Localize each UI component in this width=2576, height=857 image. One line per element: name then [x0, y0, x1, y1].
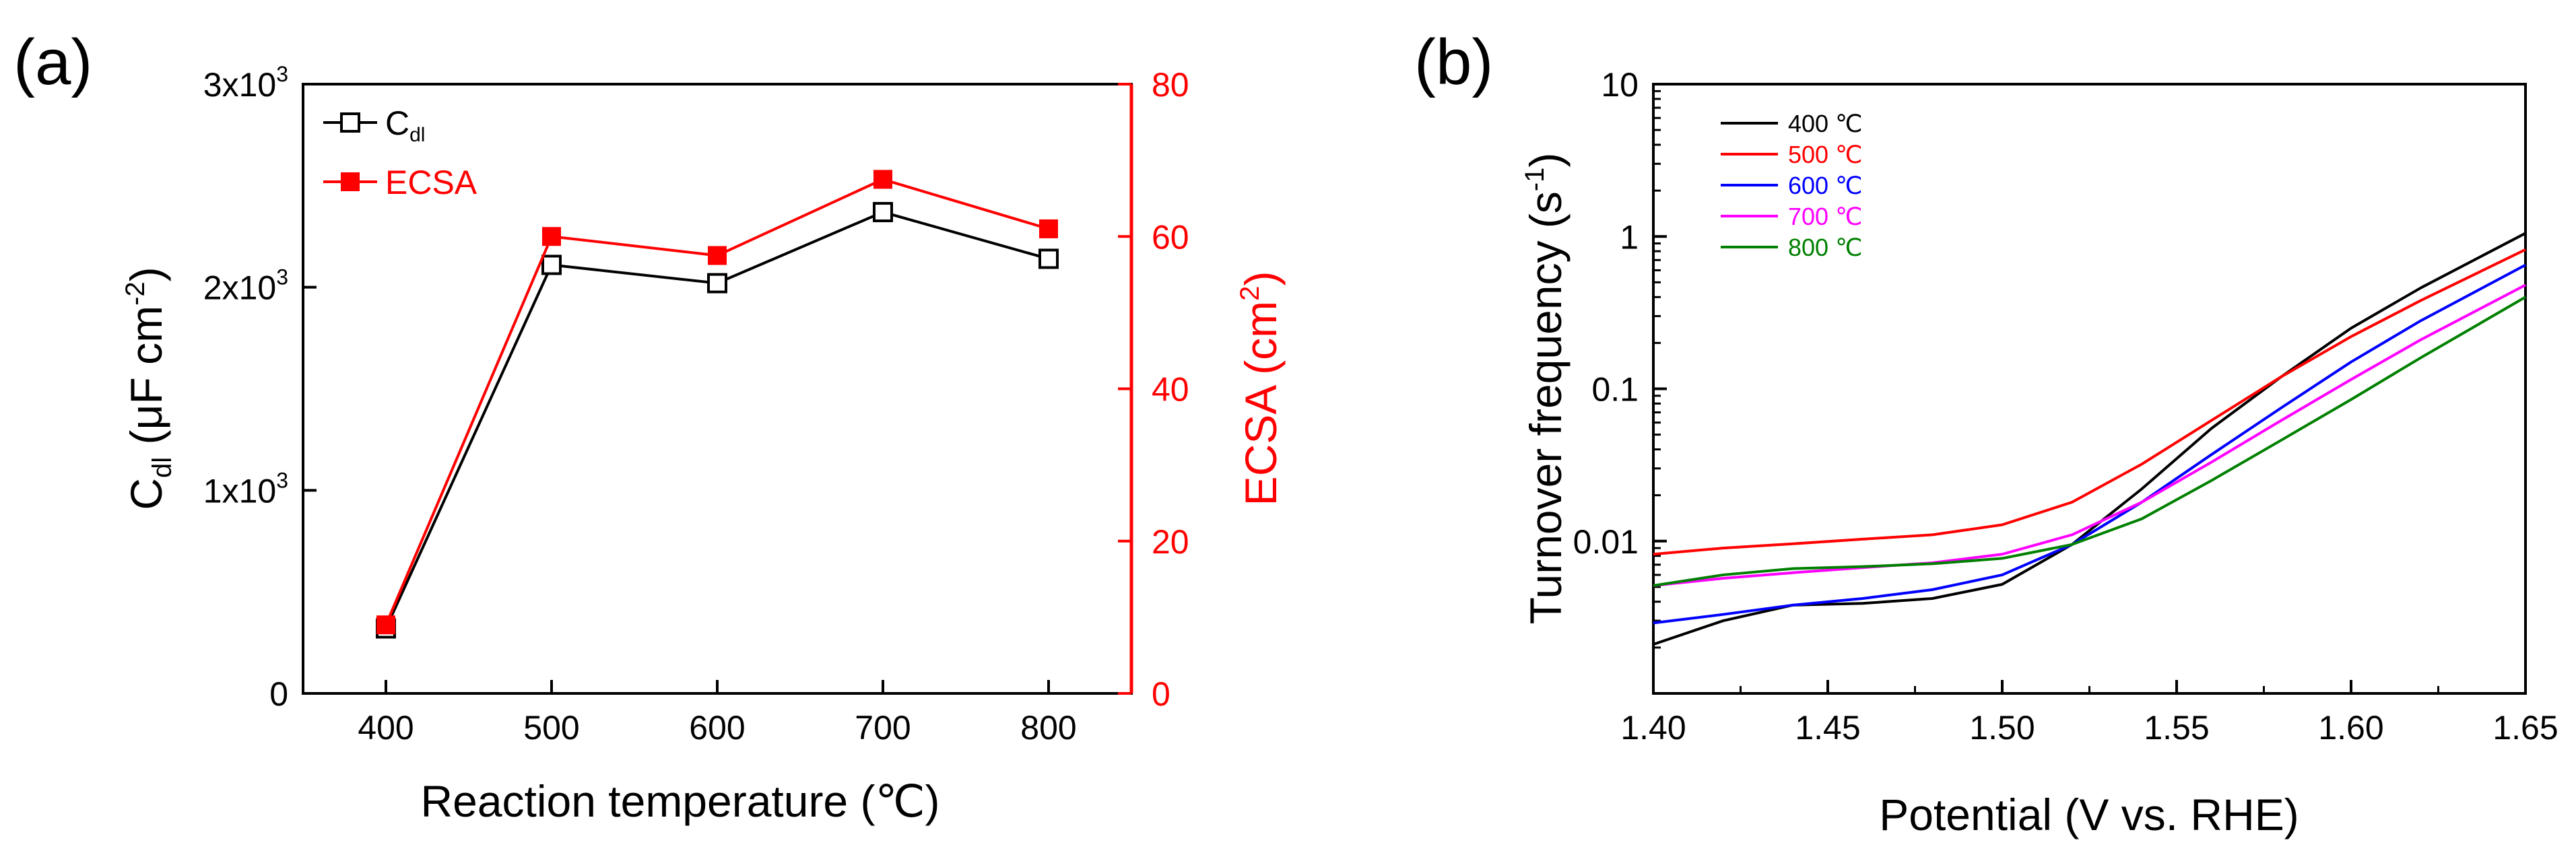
panel-b-frame — [1652, 83, 2527, 695]
x-tick-label: 700 — [855, 709, 911, 747]
x-tick-label: 800 — [1020, 709, 1076, 747]
x-tick-label: 1.40 — [1620, 709, 1686, 747]
x-tick-label: 1.50 — [1969, 709, 2035, 747]
panel-a-right-ticks: 0 20 40 60 80 — [1118, 66, 1189, 713]
series-line — [1653, 232, 2526, 646]
panel-a-label: (a) — [13, 26, 92, 98]
data-point — [542, 227, 561, 246]
series-line — [1653, 296, 2527, 587]
panel-a-x-axis-title: Reaction temperature (℃) — [420, 776, 939, 826]
x-tick-label: 600 — [689, 709, 745, 747]
x-tick-label: 1.65 — [2492, 709, 2558, 747]
panel-a-x-ticks: 400 500 600 700 800 — [358, 680, 1077, 747]
panel-a-chart: 400 500 600 700 800 0 1x103 2x103 3x103 0 20 40 60… — [121, 62, 1286, 826]
panel-b-y-axis-title: Turnover frequency (s-1) — [1520, 153, 1571, 625]
legend-ecsa-marker — [341, 172, 360, 191]
data-point — [873, 170, 892, 189]
panel-b-y-ticks: 0.01 0.1 1 10 — [1573, 66, 1667, 649]
y-tick-label: 10 — [1601, 66, 1639, 104]
legend-cdl-marker — [340, 112, 360, 133]
right-tick-label: 80 — [1152, 66, 1189, 104]
data-point — [541, 254, 562, 275]
x-tick-label: 1.60 — [2318, 709, 2383, 747]
data-point — [873, 202, 893, 223]
right-tick-label: 40 — [1152, 371, 1189, 409]
legend-label: 800 ℃ — [1788, 234, 1863, 261]
legend-label: 400 ℃ — [1788, 110, 1863, 137]
panel-b-label: (b) — [1414, 26, 1493, 98]
left-tick-label: 3x103 — [203, 62, 288, 104]
y-tick-label: 0.1 — [1591, 371, 1639, 409]
legend-cdl-label: Cdl — [385, 104, 425, 146]
data-point — [708, 246, 727, 265]
x-tick-label: 500 — [523, 709, 579, 747]
x-tick-label: 1.45 — [1795, 709, 1860, 747]
data-point — [1039, 219, 1058, 238]
panel-b-series — [1653, 232, 2527, 646]
series-line — [1653, 283, 2526, 587]
data-point — [376, 615, 395, 635]
right-tick-label: 20 — [1152, 523, 1189, 561]
legend-label: 700 ℃ — [1788, 203, 1863, 230]
left-tick-label: 2x103 — [203, 265, 288, 307]
data-point — [1038, 248, 1059, 269]
series-line — [1653, 248, 2526, 556]
right-tick-label: 60 — [1152, 218, 1189, 256]
x-tick-label: 1.55 — [2144, 709, 2209, 747]
panel-a-legend: Cdl ECSA — [323, 104, 477, 201]
panel-b-legend: 400 ℃ 500 ℃ 600 ℃ 700 ℃ 800 ℃ — [1721, 110, 1863, 261]
panel-b-x-ticks: 1.40 1.45 1.50 1.55 1.60 1.65 — [1620, 680, 2558, 747]
panel-a-left-ticks: 0 1x103 2x103 3x103 — [203, 62, 317, 713]
legend-ecsa-label: ECSA — [385, 164, 477, 201]
right-tick-label: 0 — [1152, 675, 1170, 713]
panel-a-left-axis-title: Cdl (μF cm-2) — [121, 267, 177, 510]
y-tick-label: 0.01 — [1573, 523, 1639, 561]
data-point — [707, 273, 727, 294]
legend-label: 600 ℃ — [1788, 172, 1863, 199]
y-tick-label: 1 — [1620, 218, 1639, 256]
panel-a-series — [376, 170, 1059, 639]
x-tick-label: 400 — [358, 709, 414, 747]
panel-a-right-axis-title: ECSA (cm2) — [1235, 271, 1286, 506]
panel-b-x-axis-title: Potential (V vs. RHE) — [1879, 790, 2299, 839]
legend-label: 500 ℃ — [1788, 141, 1863, 168]
left-tick-label: 0 — [269, 675, 288, 713]
left-tick-label: 1x103 — [203, 468, 288, 510]
panel-b-chart: 1.40 1.45 1.50 1.55 1.60 1.65 0.01 0.1 1 10 400 … — [1520, 66, 2558, 839]
